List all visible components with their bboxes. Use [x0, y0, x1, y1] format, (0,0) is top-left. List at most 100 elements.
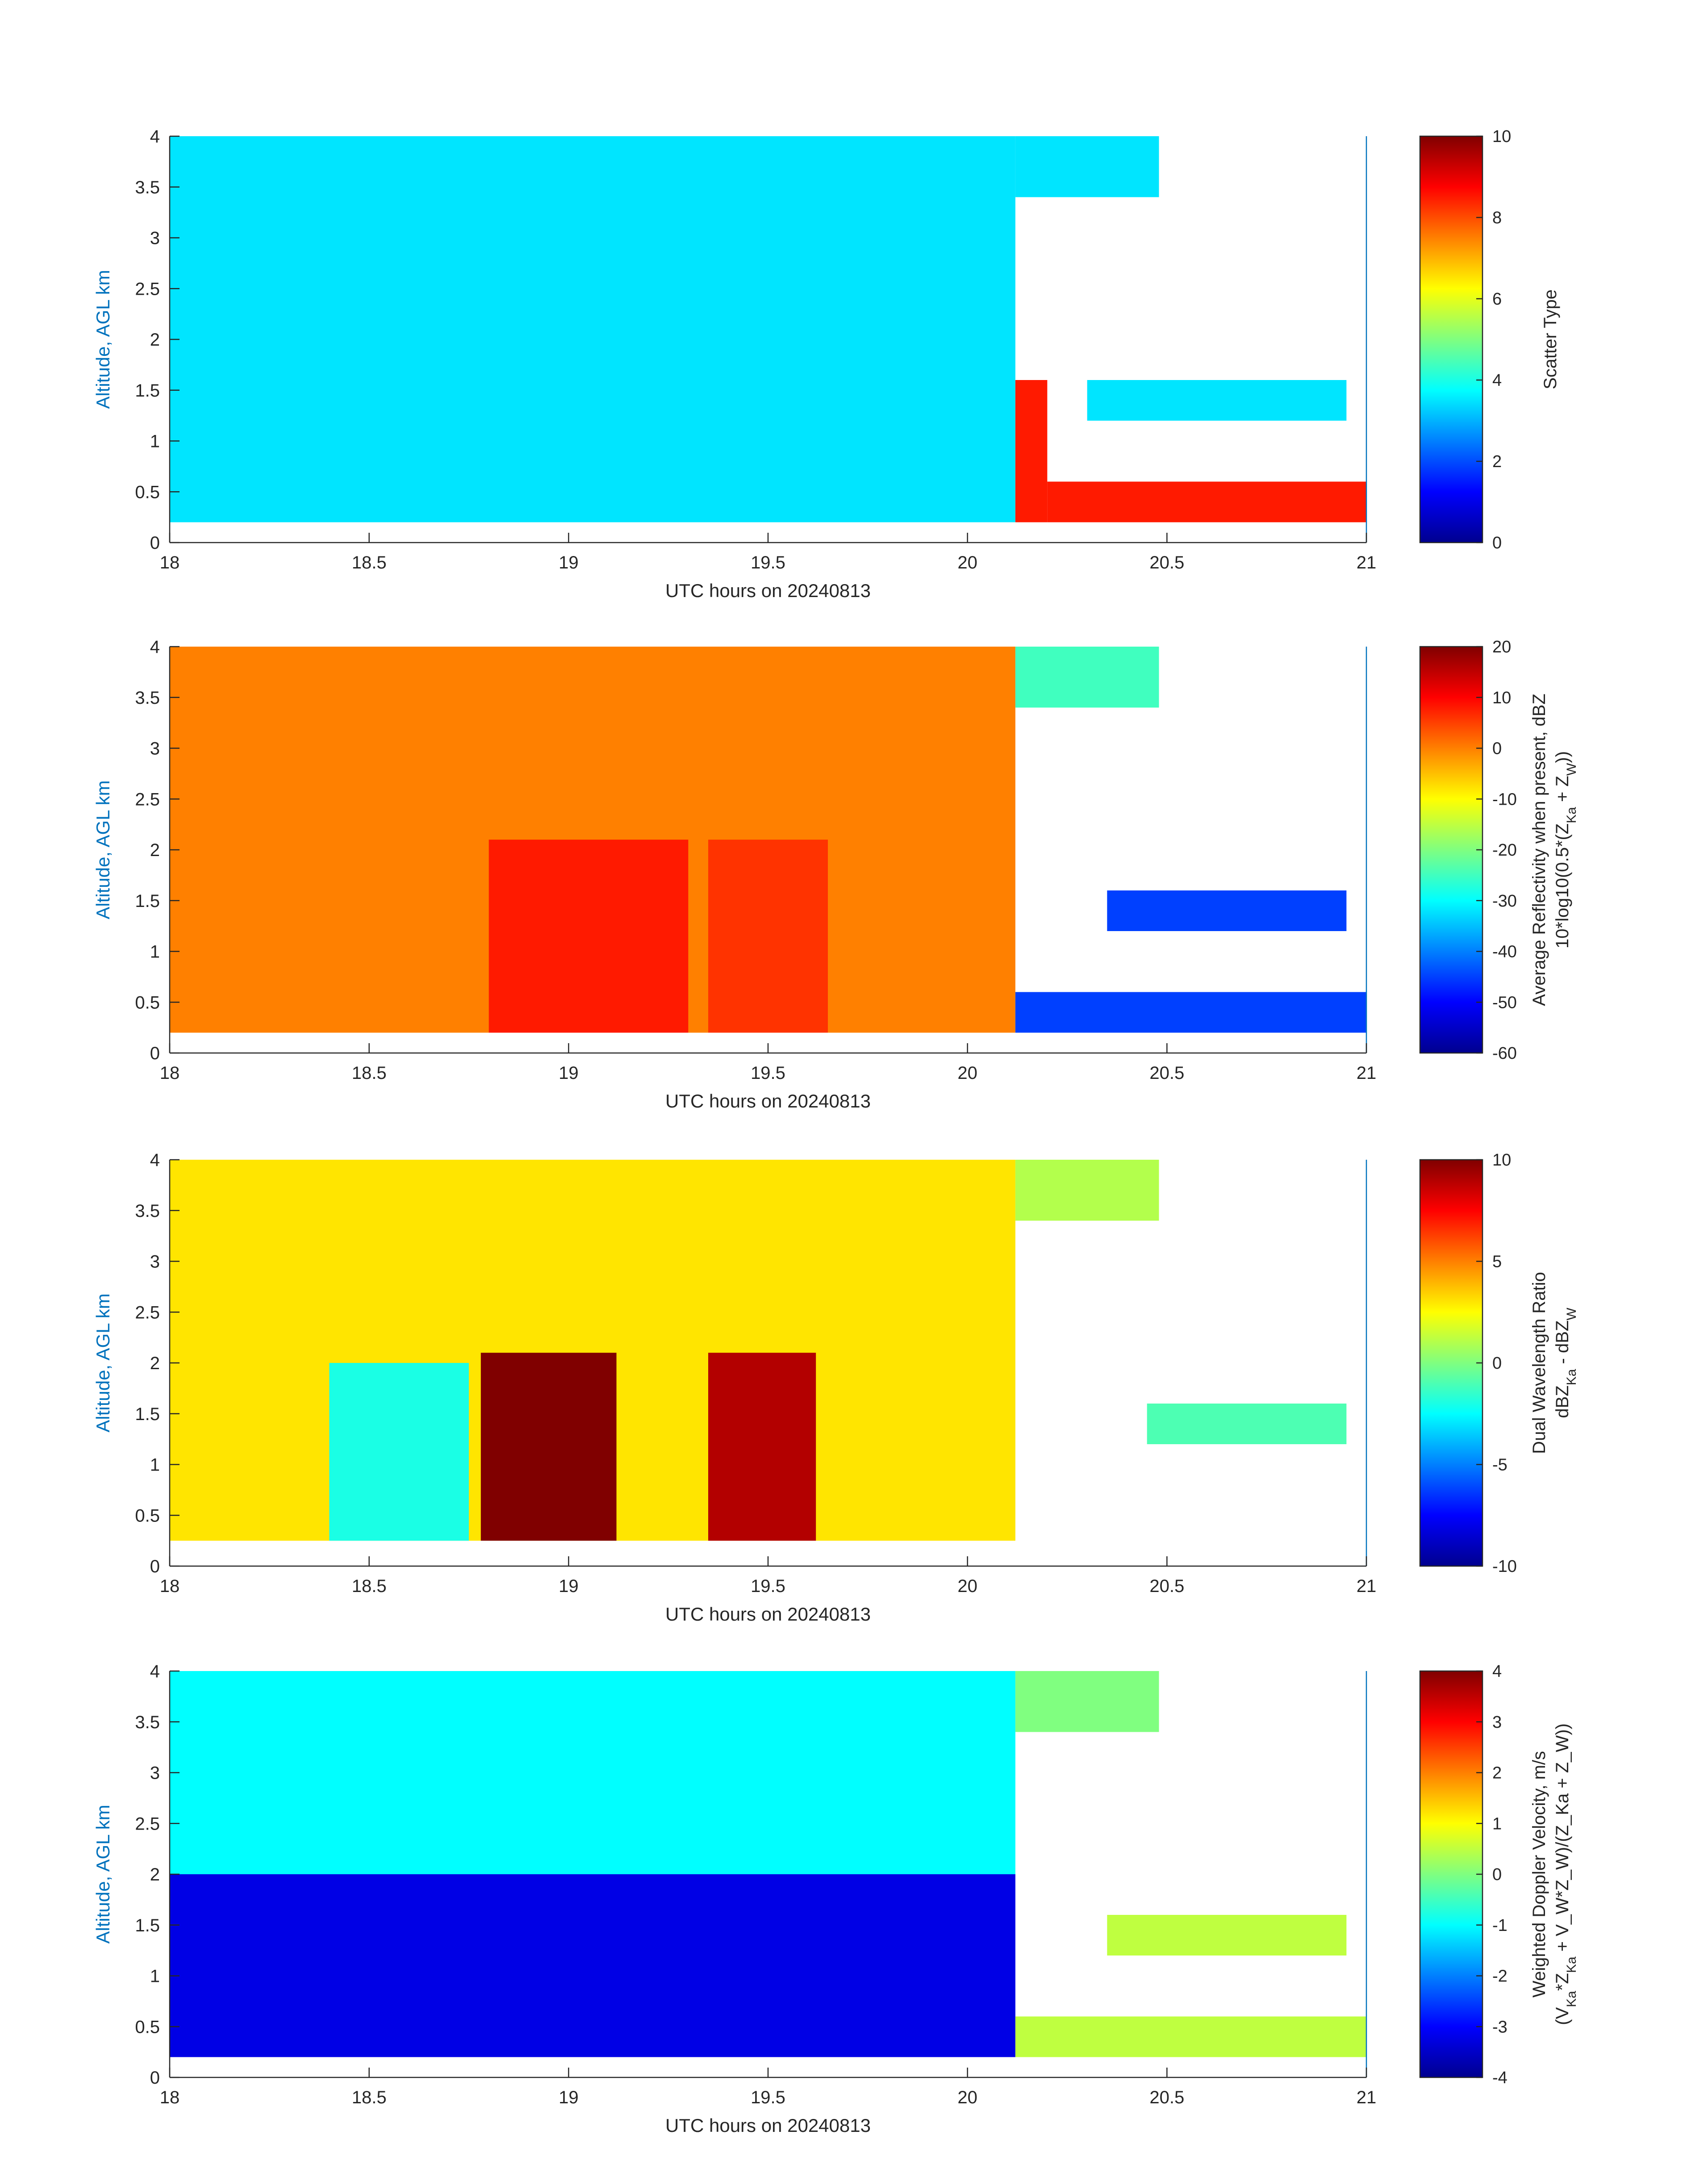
y-tick-label: 3: [150, 1763, 160, 1783]
colorbar-title-line1: Average Reflectivity when present, dBZ: [1529, 694, 1549, 1006]
y-tick-label: 0.5: [135, 482, 160, 502]
heatmap-region: [1047, 481, 1366, 522]
colorbar: [1419, 1670, 1483, 2078]
y-tick-label: 3: [150, 1252, 160, 1272]
colorbar-tick-label: -5: [1492, 1456, 1508, 1475]
y-tick-label: 0: [150, 533, 160, 553]
heatmap-region: [1087, 380, 1347, 421]
heatmap-region: [1015, 136, 1159, 197]
colorbar-tick-label: 3: [1492, 1713, 1502, 1732]
y-tick-label: 3.5: [135, 1201, 160, 1221]
y-tick-label: 1: [150, 1967, 160, 1986]
colorbar-title-line1: Dual Wavelength Ratio: [1529, 1272, 1549, 1454]
y-tick-label: 3.5: [135, 688, 160, 708]
x-tick-label: 19.5: [751, 553, 785, 572]
y-tick-label: 2: [150, 330, 160, 350]
y-tick-label: 2.5: [135, 1814, 160, 1834]
heatmap-region: [1015, 2016, 1366, 2057]
y-tick-label: 0.5: [135, 1506, 160, 1525]
x-tick-label: 19: [559, 1576, 579, 1596]
x-tick-label: 18.5: [352, 1063, 387, 1083]
heatmap-region: [1015, 1160, 1159, 1221]
y-tick-label: 3.5: [135, 1713, 160, 1732]
heatmap-region: [170, 136, 1015, 522]
y-tick-label: 3: [150, 739, 160, 759]
y-axis-label: Altitude, AGL km: [92, 270, 113, 409]
colorbar-tick-label: 10: [1492, 1151, 1511, 1170]
heatmap-region: [489, 840, 689, 1033]
y-tick-label: 0: [150, 1044, 160, 1063]
colorbar-tick-label: 10: [1492, 689, 1511, 707]
x-tick-label: 19: [559, 1063, 579, 1083]
y-tick-label: 2: [150, 1865, 160, 1885]
heatmap-region: [1107, 1915, 1347, 1956]
x-axis-label: UTC hours on 20240813: [665, 580, 871, 601]
x-axis-label: UTC hours on 20240813: [665, 1091, 871, 1111]
y-tick-label: 4: [150, 637, 160, 657]
x-tick-label: 21: [1357, 2088, 1377, 2107]
x-tick-label: 18: [160, 1063, 180, 1083]
y-tick-label: 0.5: [135, 2017, 160, 2037]
y-tick-label: 1.5: [135, 1404, 160, 1424]
colorbar-tick-label: -30: [1492, 892, 1517, 911]
y-tick-label: 1.5: [135, 891, 160, 911]
x-tick-label: 18: [160, 1576, 180, 1596]
x-tick-label: 21: [1357, 1063, 1377, 1083]
heatmap-region: [1107, 890, 1347, 931]
y-tick-label: 0.5: [135, 993, 160, 1012]
x-tick-label: 18: [160, 2088, 180, 2107]
colorbar-title-line2: 10*log10(0.5*(ZKa + ZW)): [1553, 751, 1579, 949]
x-tick-label: 20.5: [1149, 553, 1184, 572]
x-tick-label: 18.5: [352, 1576, 387, 1596]
colorbar-tick-label: -3: [1492, 2018, 1508, 2036]
colorbar-tick-label: -20: [1492, 841, 1517, 860]
colorbar-tick-label: 1: [1492, 1814, 1502, 1833]
heatmap-region: [1015, 1671, 1159, 1732]
y-tick-label: 1: [150, 1455, 160, 1475]
y-tick-label: 1: [150, 942, 160, 962]
y-axis-label: Altitude, AGL km: [92, 1293, 113, 1432]
colorbar-title-line2: dBZKa - dBZW: [1553, 1308, 1579, 1418]
heatmap-region: [1147, 1404, 1347, 1444]
heatmap-region: [708, 1353, 816, 1541]
x-tick-label: 18: [160, 553, 180, 572]
panel-2: 18 18.5 19 19.5 20 20.5 21 0 0.5 1 1.5 2 2.5 3 3.5 4 UTC…: [92, 637, 1579, 1111]
x-tick-label: 21: [1357, 1576, 1377, 1596]
heatmap-region: [1015, 380, 1048, 522]
x-tick-label: 19.5: [751, 1063, 785, 1083]
colorbar-tick-label: 0: [1492, 740, 1502, 758]
x-axis-label: UTC hours on 20240813: [665, 2115, 871, 2136]
heatmap-region: [1015, 647, 1159, 708]
heatmap-region: [1015, 992, 1366, 1033]
x-tick-label: 20.5: [1149, 1576, 1184, 1596]
heatmap-region: [329, 1363, 469, 1541]
heatmap-region: [170, 1671, 1015, 1874]
colorbar-tick-label: 4: [1492, 371, 1502, 390]
y-tick-label: 1.5: [135, 1916, 160, 1935]
y-tick-label: 2.5: [135, 790, 160, 809]
panel-4: 18 18.5 19 19.5 20 20.5 2100.511.522.533.54UTC…: [92, 1662, 1579, 2136]
x-tick-label: 20.5: [1149, 1063, 1184, 1083]
colorbar-tick-label: 2: [1492, 452, 1502, 471]
colorbar: [1419, 1159, 1483, 1567]
colorbar-tick-label: -10: [1492, 790, 1517, 809]
panel-3: 18 18.5 19 19.5 20 20.5 21 0 0.5 1 1.5 2 2.5 3 3.5 4 UTC…: [92, 1150, 1579, 1625]
colorbar-tick-label: 8: [1492, 209, 1502, 227]
x-tick-label: 18.5: [352, 2088, 387, 2107]
colorbar-tick-label: -50: [1492, 993, 1517, 1012]
colorbar: [1419, 135, 1483, 543]
y-tick-label: 3.5: [135, 178, 160, 197]
colorbar-tick-label: -10: [1492, 1557, 1517, 1576]
y-tick-label: 1.5: [135, 381, 160, 401]
x-tick-label: 20: [957, 1576, 977, 1596]
x-tick-label: 21: [1357, 553, 1377, 572]
y-tick-label: 4: [150, 1150, 160, 1170]
colorbar-tick-label: 4: [1492, 1662, 1502, 1681]
x-tick-label: 19: [559, 2088, 579, 2107]
x-tick-label: 19.5: [751, 1576, 785, 1596]
x-tick-label: 20.5: [1149, 2088, 1184, 2107]
colorbar-title: Scatter Type: [1541, 289, 1560, 389]
x-tick-label: 18.5: [352, 553, 387, 572]
y-axis-label: Altitude, AGL km: [92, 780, 113, 919]
